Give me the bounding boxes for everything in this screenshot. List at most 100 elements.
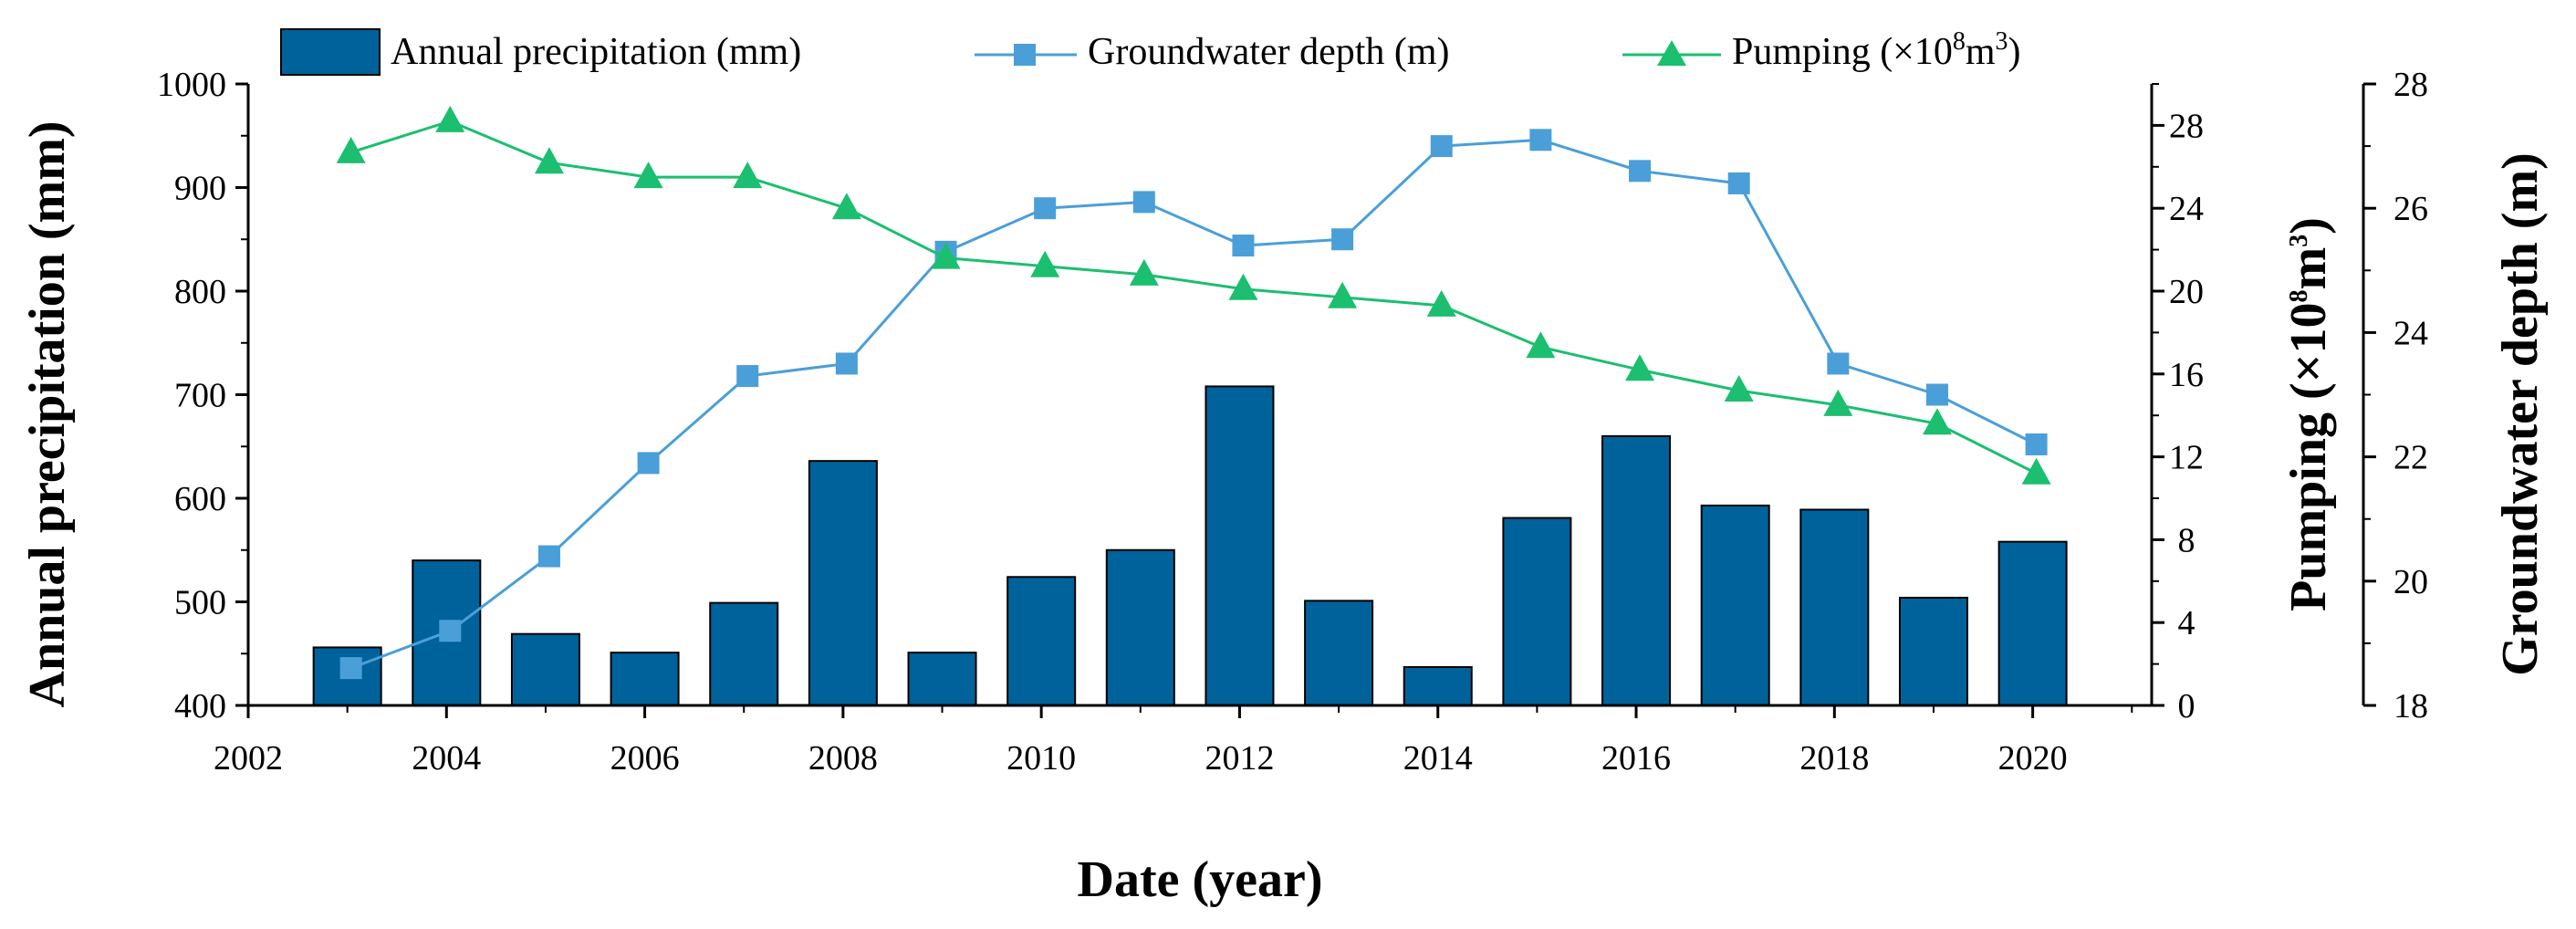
precipitation-bars — [312, 385, 2068, 707]
pumping-point — [534, 147, 564, 174]
y-tick-label: 600 — [174, 480, 226, 518]
x-tick-label: 2002 — [214, 739, 283, 778]
pumping-point — [1426, 289, 1456, 317]
y-tick-label: 500 — [174, 584, 226, 622]
pumping-point — [1526, 331, 1556, 359]
y-tick-label: 1000 — [157, 66, 226, 104]
y2-tick-label: 12 — [2169, 439, 2204, 477]
x-tick-label: 2006 — [610, 739, 680, 778]
x-tick-label: 2016 — [1601, 739, 1671, 778]
y2-title-suffix: ) — [2280, 217, 2337, 235]
precip-bar — [1601, 434, 1672, 706]
legend-pumping-sup1: 8 — [1953, 27, 1966, 56]
groundwater-depth-point — [1925, 383, 1948, 406]
precip-bar — [808, 460, 878, 706]
groundwater-depth-point — [1331, 228, 1354, 251]
x-tick-label: 2018 — [1799, 739, 1869, 778]
pumping-point — [733, 162, 763, 189]
pumping-point — [2021, 457, 2051, 485]
y3-tick-label: 22 — [2393, 439, 2428, 477]
legend-depth-label: Groundwater depth (m) — [1088, 31, 1450, 73]
legend-precip-label: Annual precipitation (mm) — [391, 31, 801, 73]
x-tick-label: 2008 — [808, 739, 878, 778]
pumping-point — [1228, 273, 1258, 300]
groundwater-depth-point — [1827, 352, 1850, 375]
groundwater-depth-point — [2025, 433, 2048, 455]
y-tick-label: 400 — [174, 687, 226, 725]
legend-pumping-mid: m — [1966, 31, 1996, 73]
groundwater-depth-point — [1034, 197, 1057, 220]
precip-bar — [1997, 540, 2068, 706]
pumping-point — [336, 136, 366, 163]
y3-tick-label: 26 — [2393, 190, 2428, 228]
pumping-point — [1922, 408, 1952, 435]
groundwater-depth-point — [1430, 135, 1453, 158]
precip-bar — [1006, 576, 1077, 707]
groundwater-depth-point — [637, 452, 660, 475]
groundwater-depth-point — [537, 545, 560, 568]
y2-title-sup2: 3 — [2285, 235, 2313, 247]
groundwater-depth-point — [835, 352, 858, 375]
x-tick-label: 2004 — [412, 739, 481, 778]
y3-tick-label: 24 — [2393, 314, 2428, 352]
precip-bar — [907, 652, 977, 706]
groundwater-depth-point — [736, 365, 759, 388]
precip-bar — [1502, 517, 1572, 706]
y-axis-title: Annual precipitation (mm) — [19, 121, 76, 708]
precip-bar — [1205, 385, 1275, 706]
y2-tick-label: 4 — [2178, 604, 2195, 642]
groundwater-depth-point — [1132, 191, 1155, 214]
precip-bar — [1898, 596, 1968, 707]
pumping-point — [1724, 374, 1754, 402]
pumping-point — [1625, 354, 1655, 381]
pumping-point — [831, 193, 861, 220]
pumping-point — [931, 242, 961, 269]
pumping-point — [633, 162, 663, 189]
precip-bar — [1304, 600, 1374, 706]
groundwater-depth-point — [1232, 235, 1255, 257]
groundwater-depth-point — [1629, 160, 1652, 183]
groundwater-depth-point — [1727, 172, 1750, 194]
precip-bar — [1700, 504, 1770, 706]
x-tick-label: 2020 — [1998, 739, 2068, 778]
pumping-point — [1823, 389, 1853, 416]
pumping-point — [435, 105, 465, 132]
y3-tick-label: 20 — [2393, 563, 2428, 601]
legend: Annual precipitation (mm) Groundwater de… — [280, 27, 2021, 76]
pumping-point — [1030, 250, 1060, 277]
pumping-point — [1328, 281, 1358, 308]
y-tick-label: 700 — [174, 377, 226, 415]
y2-tick-label: 20 — [2169, 273, 2204, 311]
y2-tick-label: 16 — [2169, 356, 2204, 394]
x-tick-label: 2014 — [1403, 739, 1473, 778]
y3-axis-title: Groundwater depth (m) — [2492, 152, 2549, 676]
y2-title-prefix: Pumping (×10 — [2280, 302, 2337, 611]
y2-axis-title: Pumping (×108m3) — [2280, 217, 2337, 611]
y2-tick-label: 0 — [2178, 687, 2195, 725]
x-tick-label: 2010 — [1006, 739, 1076, 778]
x-axis-title: Date (year) — [1078, 851, 1323, 908]
precip-bar — [1403, 666, 1473, 707]
precip-bar — [610, 652, 680, 706]
x-tick-label: 2012 — [1205, 739, 1274, 778]
groundwater-depth-point — [439, 620, 462, 642]
legend-precip-swatch — [280, 28, 381, 76]
y-tick-label: 800 — [174, 273, 226, 311]
groundwater-depth-point — [339, 657, 362, 680]
y-tick-label: 900 — [174, 170, 226, 208]
groundwater-depth-point — [1529, 129, 1552, 151]
precip-bar — [1105, 548, 1175, 706]
legend-pumping-label: Pumping (×108m3) — [1732, 27, 2021, 73]
y2-title-mid: m — [2280, 247, 2337, 290]
series-lines — [336, 105, 2051, 680]
y3-tick-label: 28 — [2393, 66, 2428, 104]
pumping-line — [350, 120, 2038, 475]
legend-pumping-marker — [1657, 40, 1686, 66]
legend-depth-marker — [1014, 44, 1036, 66]
y2-tick-label: 24 — [2169, 190, 2204, 228]
legend-pumping-prefix: Pumping (×10 — [1732, 31, 1953, 73]
y2-title-sup1: 8 — [2285, 289, 2313, 302]
precip-bar — [709, 601, 779, 707]
precip-bar — [510, 632, 580, 706]
